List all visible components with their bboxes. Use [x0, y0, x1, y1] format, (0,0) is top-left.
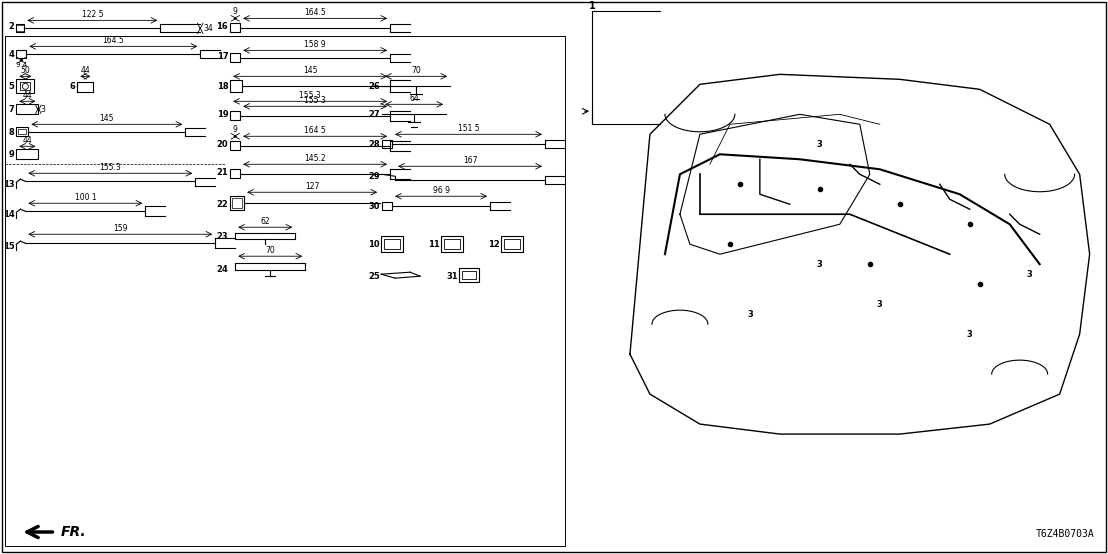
Text: 155 3: 155 3	[305, 96, 326, 105]
Text: 122 5: 122 5	[82, 10, 103, 19]
Bar	[20, 83, 30, 90]
Text: 70: 70	[265, 246, 275, 255]
Text: 12: 12	[489, 240, 500, 249]
Text: 14: 14	[2, 210, 14, 219]
Text: 164.5: 164.5	[305, 8, 326, 17]
Text: 10: 10	[369, 240, 380, 249]
Bar	[382, 140, 392, 148]
Bar	[17, 25, 24, 32]
Text: T6Z4B0703A: T6Z4B0703A	[1036, 529, 1095, 539]
Text: 8: 8	[9, 128, 14, 137]
Text: 155 3: 155 3	[299, 91, 321, 100]
Bar	[230, 23, 240, 32]
Text: 3: 3	[817, 260, 823, 269]
Text: 96 9: 96 9	[432, 186, 450, 195]
Bar	[78, 83, 93, 93]
Text: 6: 6	[70, 82, 75, 91]
Text: 9: 9	[233, 125, 237, 134]
Text: 9 4: 9 4	[16, 63, 27, 68]
Text: 100 1: 100 1	[74, 193, 96, 202]
Bar	[381, 236, 403, 252]
Bar	[441, 236, 463, 252]
Text: 5: 5	[9, 82, 14, 91]
Text: FR.: FR.	[60, 525, 86, 539]
Text: 167: 167	[463, 156, 478, 165]
Text: 62: 62	[260, 217, 270, 225]
Text: 155.3: 155.3	[100, 163, 121, 172]
Text: 3: 3	[1027, 270, 1033, 279]
Text: 13: 13	[2, 179, 14, 189]
Text: 2: 2	[9, 22, 14, 31]
Bar	[17, 24, 24, 32]
Text: 19: 19	[216, 110, 228, 119]
Bar	[382, 202, 392, 210]
Bar	[230, 53, 240, 63]
Text: 151 5: 151 5	[458, 124, 480, 133]
Bar	[17, 127, 29, 136]
Bar	[444, 239, 460, 249]
Text: 18: 18	[216, 82, 228, 91]
Text: 15: 15	[2, 242, 14, 251]
Text: 44: 44	[22, 136, 32, 145]
Text: 7: 7	[9, 105, 14, 114]
Text: 20: 20	[216, 140, 228, 149]
Text: 31: 31	[447, 271, 458, 281]
Text: 21: 21	[216, 168, 228, 177]
Bar	[462, 271, 476, 279]
Bar	[17, 50, 27, 58]
Text: 145: 145	[302, 66, 317, 75]
Text: 44: 44	[81, 66, 90, 75]
Bar	[230, 170, 240, 178]
Bar	[504, 239, 520, 249]
Text: 34: 34	[203, 24, 213, 33]
Text: 44: 44	[22, 91, 32, 100]
Text: 28: 28	[369, 140, 380, 149]
Bar	[6, 37, 565, 546]
Bar	[19, 129, 27, 134]
Text: 3: 3	[967, 330, 973, 338]
Text: 70: 70	[411, 66, 421, 75]
Text: 164 5: 164 5	[305, 126, 326, 135]
Text: 64: 64	[409, 94, 419, 103]
Text: 3: 3	[40, 105, 45, 114]
Text: 24: 24	[216, 265, 228, 274]
Text: 29: 29	[369, 172, 380, 181]
Text: 1: 1	[588, 1, 595, 12]
Text: 26: 26	[368, 82, 380, 91]
Text: 3: 3	[747, 310, 752, 319]
Text: 9: 9	[9, 150, 14, 159]
Text: 9: 9	[233, 7, 237, 17]
Text: 25: 25	[368, 271, 380, 281]
Bar	[233, 198, 243, 208]
Bar	[17, 79, 34, 93]
Text: 145: 145	[100, 114, 114, 123]
Text: 16: 16	[216, 22, 228, 31]
Text: 158 9: 158 9	[305, 40, 326, 49]
Text: 30: 30	[369, 202, 380, 211]
Bar	[230, 141, 240, 150]
Text: 50: 50	[20, 66, 30, 75]
Text: 127: 127	[305, 182, 319, 191]
Bar	[459, 268, 479, 282]
Bar	[230, 111, 240, 120]
Bar	[230, 196, 244, 210]
Bar	[384, 239, 400, 249]
Text: 159: 159	[113, 224, 127, 233]
Text: 3: 3	[876, 300, 883, 309]
Text: 22: 22	[216, 200, 228, 209]
Text: 4: 4	[9, 50, 14, 59]
Bar	[17, 104, 39, 114]
Bar	[230, 80, 243, 93]
Text: 27: 27	[369, 110, 380, 119]
Text: 145.2: 145.2	[305, 154, 326, 163]
Text: 164.5: 164.5	[102, 36, 124, 45]
Text: 23: 23	[216, 232, 228, 241]
Bar	[501, 236, 523, 252]
Text: 11: 11	[429, 240, 440, 249]
Text: 3: 3	[817, 140, 823, 149]
Bar	[17, 149, 39, 159]
Text: 17: 17	[216, 52, 228, 61]
